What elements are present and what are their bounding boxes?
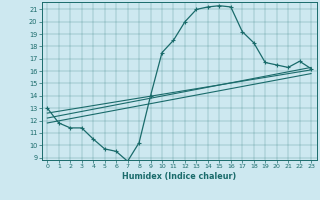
X-axis label: Humidex (Indice chaleur): Humidex (Indice chaleur): [122, 172, 236, 181]
